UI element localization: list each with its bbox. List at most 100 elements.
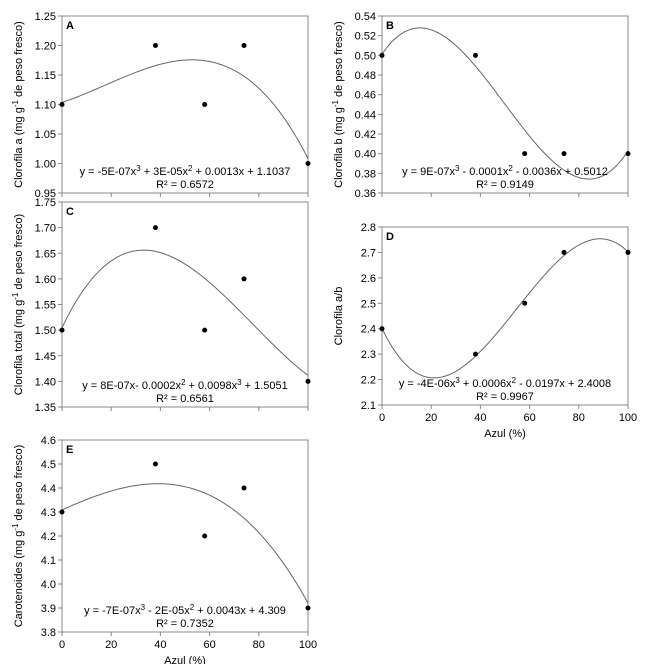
y-tick-label: 4.2 (41, 531, 56, 543)
panel-C: 1.35 1.40 1.45 1.50 1.55 1.60 1.65 1.70 1.75 Clor… (11, 197, 311, 414)
data-point (305, 161, 311, 166)
trend-equation: y = -4E-06x3 + 0.0006x2 - 0.0197x + 2.40… (399, 376, 611, 391)
y-axis-label-part: Clorofila b (mg g (333, 107, 345, 188)
y-tick-label: 0.52 (355, 31, 376, 43)
panel-E: 3.8 3.9 4.0 4.1 4.2 4.3 4.4 4.5 4.6 0 20 40 60 80 100 A… (11, 435, 318, 664)
x-tick-label: 100 (299, 639, 317, 651)
y-tick-label: 1.10 (35, 100, 56, 112)
r-squared: R² = 0.7352 (156, 618, 214, 630)
trend-curve (381, 238, 629, 379)
equation-part: + 1.5051 (242, 380, 288, 392)
trend-equation: y = 9E-07x3 - 0.0001x2 - 0.0036x + 0.501… (402, 164, 608, 179)
data-point (202, 102, 208, 107)
equation-part: y = -4E-06x (399, 378, 456, 390)
panel-letter: E (66, 444, 73, 456)
data-point (561, 249, 567, 255)
equation-part: + 0.0013x + 1.1037 (192, 166, 290, 178)
x-axis-label: Azul (%) (164, 655, 206, 664)
trend-curve (61, 483, 309, 604)
y-tick-label: 1.40 (35, 376, 56, 388)
equation-part: + 0.0098x (185, 380, 237, 392)
data-point (152, 461, 158, 467)
plot-frame (61, 439, 309, 633)
equation-part: + 0.0006x (460, 378, 512, 390)
data-point (241, 276, 247, 282)
y-tick-label: 3.9 (41, 603, 56, 615)
data-point (202, 327, 208, 333)
y-axis-label: Clorofila a (mg g-1 de peso fresco) (11, 21, 26, 188)
y-tick-label: 2.5 (361, 298, 376, 310)
y-tick-label: 4.4 (41, 483, 56, 495)
x-tick-label: 60 (523, 412, 535, 424)
y-tick-label: 0.46 (355, 90, 376, 102)
y-tick-label: 1.75 (35, 197, 56, 209)
y-axis-label-part: de peso fresco) (13, 21, 25, 100)
y-tick-label: 4.0 (41, 579, 56, 591)
equation-exponent: 2 (188, 164, 193, 173)
y-tick-label: 2.7 (361, 247, 376, 259)
y-tick-label: 0.42 (355, 129, 376, 141)
y-tick-label: 0.48 (355, 70, 376, 82)
y-axis-label-superscript: -1 (11, 292, 20, 300)
y-tick-label: 0.40 (355, 149, 376, 161)
y-axis-label-part: Clorofila a (mg g (13, 107, 25, 188)
data-point (472, 52, 478, 58)
trend-equation: y = -7E-07x3 - 2E-05x2 + 0.0043x + 4.309 (84, 603, 286, 618)
equation-exponent: 2 (508, 164, 513, 173)
equation-part: y = 9E-07x (402, 166, 455, 178)
data-point (152, 43, 158, 48)
y-tick-label: 4.3 (41, 507, 56, 519)
y-tick-label: 4.1 (41, 555, 56, 567)
y-tick-label: 2.3 (361, 349, 376, 361)
y-tick-label: 1.55 (35, 300, 56, 312)
y-tick-label: 0.38 (355, 168, 376, 180)
y-axis-label-part: de peso fresco) (333, 21, 345, 100)
y-tick-label: 0.36 (355, 188, 376, 200)
data-point (379, 52, 385, 58)
y-tick-label: 1.65 (35, 248, 56, 260)
panel-letter: B (386, 20, 394, 32)
y-tick-label: 1.50 (35, 325, 56, 337)
plot-frame (381, 15, 629, 194)
y-axis-label-superscript: -1 (11, 523, 20, 531)
y-tick-label: 1.00 (35, 159, 56, 171)
y-axis-label-part: de peso fresco) (13, 445, 25, 524)
panel-letter: C (66, 206, 74, 218)
equation-exponent: 3 (237, 378, 242, 387)
x-tick-label: 0 (379, 412, 385, 424)
data-point (522, 151, 528, 157)
y-tick-label: 1.05 (35, 129, 56, 141)
x-tick-label: 20 (105, 639, 117, 651)
y-tick-label: 1.25 (35, 11, 56, 23)
y-axis-label-part: Clorofila a/b (333, 287, 345, 346)
y-axis-label-part: Carotenoides (mg g (13, 531, 25, 628)
y-axis-label-part: Clorofila total (mg g (13, 300, 25, 395)
data-point (472, 351, 478, 357)
y-tick-label: 1.60 (35, 274, 56, 286)
trend-curve (61, 249, 309, 376)
panel-letter: D (386, 231, 394, 243)
x-tick-label: 80 (253, 639, 265, 651)
x-tick-label: 80 (573, 412, 585, 424)
equation-exponent: 3 (136, 164, 141, 173)
equation-part: y = -5E-07x (80, 166, 137, 178)
y-axis-label: Clorofila total (mg g-1 de peso fresco) (11, 214, 26, 395)
data-point (59, 102, 65, 107)
data-point (59, 509, 65, 515)
data-point (305, 378, 311, 384)
y-tick-label: 4.5 (41, 459, 56, 471)
data-point (59, 327, 65, 333)
equation-exponent: 3 (141, 603, 146, 612)
y-tick-label: 1.15 (35, 70, 56, 82)
y-tick-label: 1.45 (35, 351, 56, 363)
plot-frame (381, 226, 629, 406)
r-squared: R² = 0.9149 (476, 179, 534, 191)
data-point (202, 533, 208, 539)
trend-curve (61, 59, 309, 159)
data-point (625, 249, 631, 255)
y-axis-label: Clorofila a/b (333, 287, 345, 346)
data-point (625, 151, 631, 157)
y-tick-label: 0.50 (355, 50, 376, 62)
r-squared: R² = 0.9967 (476, 391, 534, 403)
